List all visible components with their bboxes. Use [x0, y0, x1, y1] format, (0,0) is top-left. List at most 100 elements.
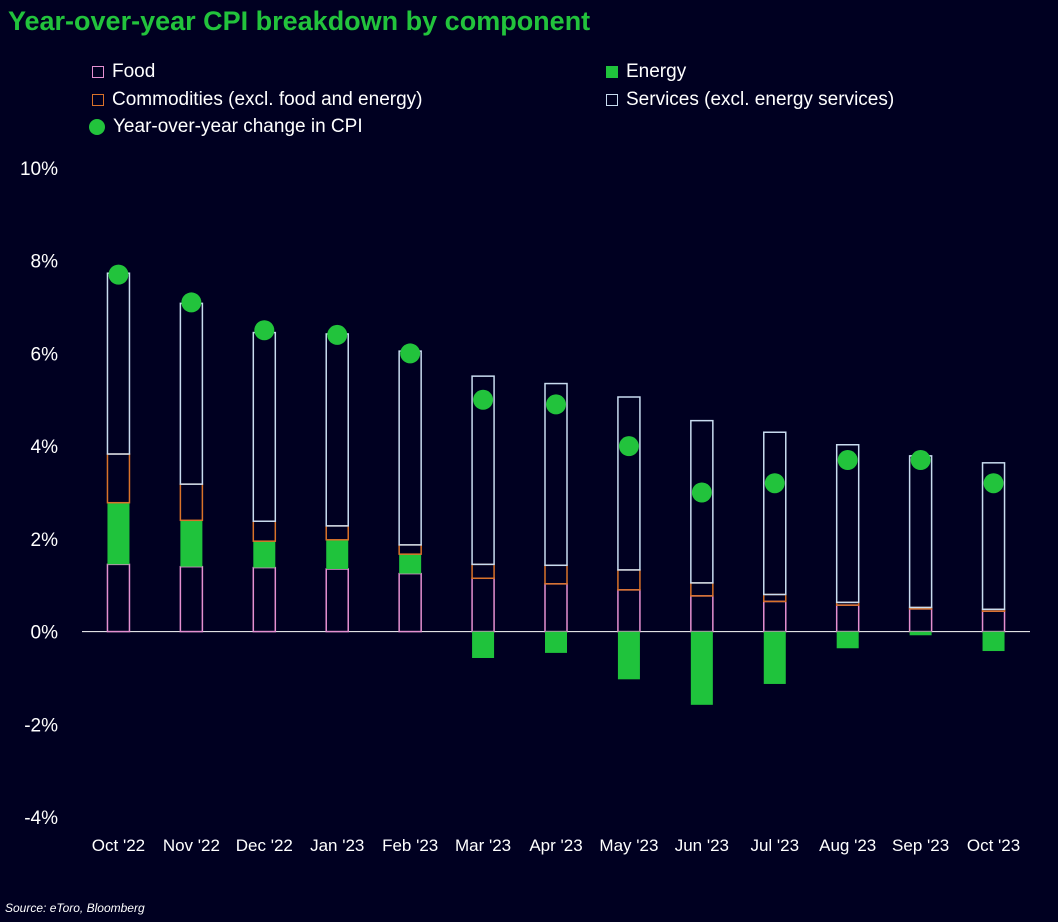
bar-services — [544, 382, 568, 567]
legend-energy-label: Energy — [626, 61, 687, 82]
cpi-point — [181, 292, 202, 313]
bar-energy — [399, 554, 422, 574]
bar-energy — [617, 631, 640, 680]
bar-food — [325, 568, 349, 633]
x-tick-label: Jun '23 — [675, 836, 729, 855]
bar-commodities — [544, 564, 568, 585]
bar-services — [835, 444, 860, 604]
x-tick-label: Oct '22 — [92, 836, 145, 855]
bar-energy — [763, 631, 786, 684]
cpi-point — [546, 394, 566, 415]
legend-services-label: Services (excl. energy services) — [626, 89, 895, 110]
cpi-point — [983, 473, 1004, 494]
cpi-point — [254, 320, 275, 341]
bar-food — [252, 566, 277, 633]
cpi-point — [764, 473, 785, 494]
cpi-dot-icon — [89, 119, 105, 135]
services-swatch-icon — [606, 94, 618, 106]
legend-commodities: Commodities (excl. food and energy) — [92, 89, 422, 111]
cpi-point — [473, 389, 494, 410]
bar-food — [981, 610, 1006, 633]
bar-services — [690, 419, 714, 584]
x-tick-label: Oct '23 — [967, 836, 1020, 855]
x-tick-label: Jul '23 — [750, 836, 799, 855]
bar-services — [471, 375, 495, 566]
x-tick-label: Dec '22 — [236, 836, 293, 855]
bar-energy — [982, 631, 1005, 652]
bar-commodities — [179, 483, 204, 522]
y-tick-label: 10% — [20, 159, 58, 180]
bar-services — [325, 333, 349, 527]
cpi-point — [618, 436, 639, 457]
bar-commodities — [325, 525, 349, 541]
bar-services — [763, 431, 787, 596]
legend-commodities-label: Commodities (excl. food and energy) — [112, 89, 423, 110]
bar-food — [690, 595, 714, 633]
energy-swatch-icon — [606, 66, 618, 78]
bar-energy — [326, 539, 349, 569]
y-tick-label: 2% — [31, 530, 59, 551]
y-tick-label: 8% — [31, 252, 59, 273]
x-tick-label: Nov '22 — [163, 836, 220, 855]
bar-services — [252, 331, 277, 522]
source-note: Source: eToro, Bloomberg — [5, 901, 145, 915]
bar-energy — [253, 541, 276, 568]
bar-food — [617, 589, 641, 633]
bar-commodities — [471, 563, 495, 580]
cpi-point — [400, 343, 421, 364]
bar-commodities — [252, 520, 277, 542]
bar-energy — [180, 520, 203, 567]
y-tick-label: 4% — [31, 437, 59, 458]
bar-food — [908, 608, 933, 633]
cpi-point — [327, 324, 348, 345]
y-tick-label: -4% — [24, 808, 58, 829]
food-swatch-icon — [92, 66, 104, 78]
x-tick-label: Apr '23 — [529, 836, 582, 855]
bar-food — [763, 600, 787, 633]
bar-commodities — [617, 569, 641, 591]
bar-energy — [836, 631, 859, 649]
bar-energy — [107, 502, 130, 565]
bar-services — [908, 455, 933, 609]
bar-services — [617, 396, 641, 571]
y-tick-label: -2% — [24, 715, 58, 736]
bar-food — [179, 565, 204, 633]
bar-food — [106, 563, 131, 633]
bar-commodities — [106, 453, 131, 504]
bar-food — [398, 572, 422, 633]
x-tick-label: Mar '23 — [455, 836, 511, 855]
legend-services: Services (excl. energy services) — [606, 89, 894, 111]
x-tick-label: Jan '23 — [310, 836, 364, 855]
bar-energy — [909, 631, 932, 636]
x-tick-label: Sep '23 — [892, 836, 949, 855]
legend-cpi-label: Year-over-year change in CPI — [113, 116, 363, 137]
x-tick-label: Aug '23 — [819, 836, 876, 855]
bar-commodities — [763, 593, 787, 603]
bar-commodities — [398, 544, 422, 555]
bar-services — [398, 350, 422, 546]
cpi-point — [108, 264, 129, 285]
bar-energy — [472, 631, 495, 658]
cpi-point — [837, 450, 858, 471]
commodities-swatch-icon — [92, 94, 104, 106]
legend-food-label: Food — [112, 61, 156, 82]
x-tick-label: Feb '23 — [382, 836, 438, 855]
chart-title: Year-over-year CPI breakdown by componen… — [8, 6, 591, 36]
bar-food — [835, 604, 860, 633]
bar-services — [981, 462, 1006, 611]
x-tick-label: May '23 — [599, 836, 658, 855]
cpi-point — [910, 450, 931, 471]
cpi-point — [691, 482, 712, 503]
legend-food: Food — [92, 61, 155, 83]
y-tick-label: 0% — [31, 623, 59, 644]
bar-food — [471, 577, 495, 633]
bar-commodities — [690, 582, 714, 597]
bar-food — [544, 583, 568, 633]
legend-energy: Energy — [606, 61, 686, 83]
y-tick-label: 6% — [31, 344, 59, 365]
bar-services — [179, 302, 204, 485]
legend-cpi: Year-over-year change in CPI — [89, 116, 363, 138]
bar-energy — [690, 631, 713, 705]
bar-energy — [545, 631, 567, 653]
